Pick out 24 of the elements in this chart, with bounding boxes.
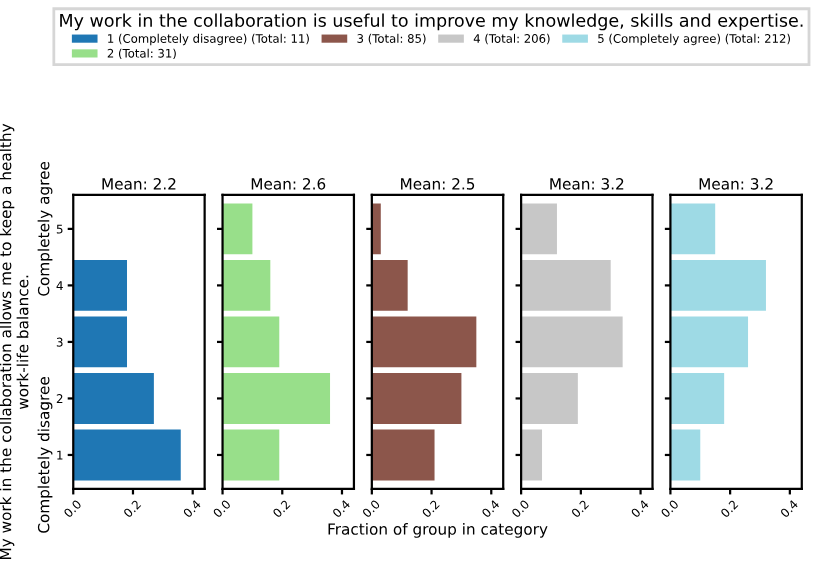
bar: [521, 429, 543, 481]
bar: [521, 373, 578, 424]
bar: [222, 203, 253, 255]
bar: [670, 259, 766, 311]
bar: [73, 429, 181, 481]
bar: [670, 429, 701, 481]
bar: [222, 373, 331, 424]
bar: [222, 429, 280, 481]
bar: [521, 259, 611, 311]
bar: [73, 259, 128, 311]
bar: [222, 259, 271, 311]
bar: [73, 373, 154, 424]
bar: [371, 259, 408, 311]
bar: [521, 316, 623, 368]
bar: [371, 316, 477, 368]
bar: [222, 316, 280, 368]
bar: [73, 316, 128, 368]
bar: [670, 203, 716, 255]
bar: [371, 429, 435, 481]
bar: [521, 203, 557, 255]
bar: [670, 316, 749, 368]
bar: [670, 373, 725, 424]
legend-title: My work in the collaboration is useful to improve my knowledge, skills and expertise.: [60, 13, 803, 31]
bar: [371, 373, 462, 424]
